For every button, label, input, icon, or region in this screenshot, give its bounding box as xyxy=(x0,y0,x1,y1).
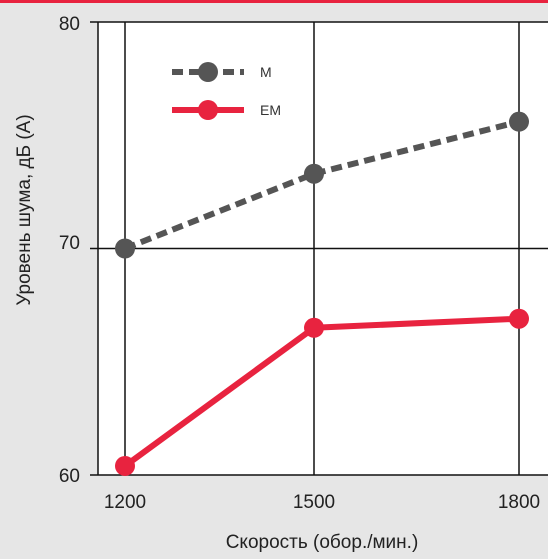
data-point-EM-0 xyxy=(115,455,135,476)
series-layer xyxy=(115,111,529,476)
y-tick-label-1: 70 xyxy=(59,233,80,254)
x-axis-title: Скорость (обор./мин.) xyxy=(226,532,419,553)
y-tick-label-0: 60 xyxy=(59,466,80,487)
data-point-EM-1 xyxy=(304,317,324,338)
legend-label-M: M xyxy=(260,64,272,80)
legend-item-EM: EM xyxy=(172,100,281,120)
data-point-M-2 xyxy=(509,111,529,132)
data-point-M-0 xyxy=(115,238,135,259)
x-tick-label-1: 1500 xyxy=(293,492,335,513)
x-tick-label-2: 1800 xyxy=(498,492,540,513)
legend: M EM xyxy=(172,62,281,120)
data-point-EM-2 xyxy=(509,308,529,329)
legend-marker-EM xyxy=(198,100,218,120)
grid-lines xyxy=(90,21,548,476)
x-axis-ticks: 1200 1500 1800 xyxy=(104,492,540,513)
top-accent-bar xyxy=(0,0,548,3)
series-M xyxy=(115,111,529,259)
data-point-M-1 xyxy=(304,163,324,184)
y-tick-label-2: 80 xyxy=(59,14,80,35)
y-axis-title: Уровень шума, дБ (А) xyxy=(14,114,35,305)
legend-label-EM: EM xyxy=(260,102,281,118)
legend-item-M: M xyxy=(172,62,272,82)
y-axis-ticks: 60 70 80 xyxy=(59,14,80,487)
legend-marker-M xyxy=(198,62,218,82)
series-line-M xyxy=(123,118,520,252)
x-tick-label-0: 1200 xyxy=(104,492,146,513)
series-EM xyxy=(115,308,529,476)
